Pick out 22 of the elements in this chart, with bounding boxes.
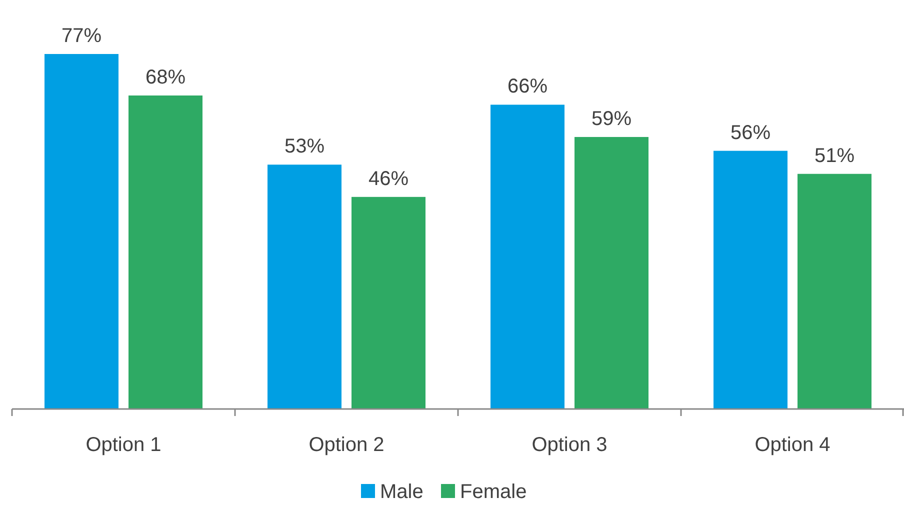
data-label: 46%: [368, 168, 409, 190]
data-label: 53%: [284, 136, 325, 158]
bar: [574, 136, 648, 409]
data-label: 68%: [145, 66, 186, 88]
data-label: 51%: [814, 144, 855, 167]
bar: [714, 150, 788, 409]
bar: [490, 104, 564, 409]
bar: [44, 54, 118, 409]
x-tick-label: Option 4: [754, 434, 830, 456]
data-label: 59%: [591, 108, 632, 130]
x-tick-label: Option 1: [86, 434, 162, 456]
data-label: 77%: [61, 25, 102, 47]
bar: [352, 196, 426, 409]
x-tick-label: Option 2: [308, 434, 384, 456]
x-tick-label: Option 3: [532, 434, 608, 456]
data-label: 66%: [507, 76, 548, 98]
bar: [268, 164, 342, 409]
legend-label: Female: [460, 481, 527, 503]
legend-label: Male: [380, 481, 424, 503]
data-label: 56%: [730, 122, 771, 144]
bar: [128, 95, 202, 409]
bar: [798, 174, 872, 409]
